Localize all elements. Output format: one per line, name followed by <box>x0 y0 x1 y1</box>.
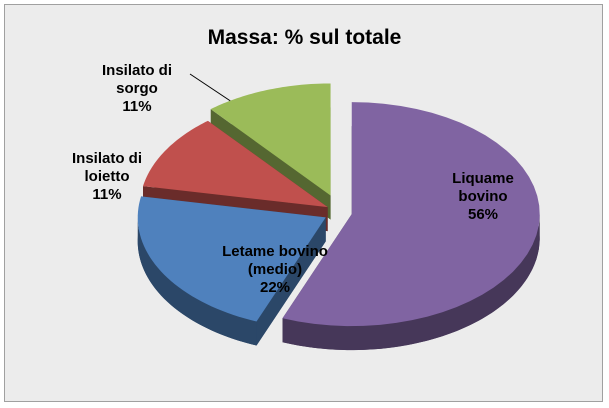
slice-label: Liquame bovino 56% <box>428 170 538 224</box>
slice-category: Letame bovino (medio) <box>222 243 328 278</box>
slice-category: Insilato di sorgo <box>101 62 172 97</box>
slice-label: Letame bovino (medio) 22% <box>220 243 330 297</box>
slice <box>282 102 540 327</box>
slice <box>210 83 331 196</box>
slice-category: Liquame bovino <box>452 170 514 205</box>
slice-value: 22% <box>259 279 291 296</box>
slice-label: Insilato di loietto 11% <box>52 150 162 204</box>
slice-value: 11% <box>92 186 122 203</box>
slice-wall <box>256 217 326 346</box>
slice <box>143 120 328 208</box>
slice-side <box>137 217 257 346</box>
slice-value: 56% <box>467 206 499 223</box>
slice-category: Insilato di loietto <box>71 150 142 185</box>
slice-value: 11% <box>122 98 152 115</box>
slice-side <box>282 214 540 351</box>
leader-line <box>189 73 239 107</box>
chart-title: Massa: % sul totale <box>207 26 402 49</box>
slice-label: Insilato di sorgo 11% <box>82 62 192 116</box>
slice <box>137 196 326 322</box>
